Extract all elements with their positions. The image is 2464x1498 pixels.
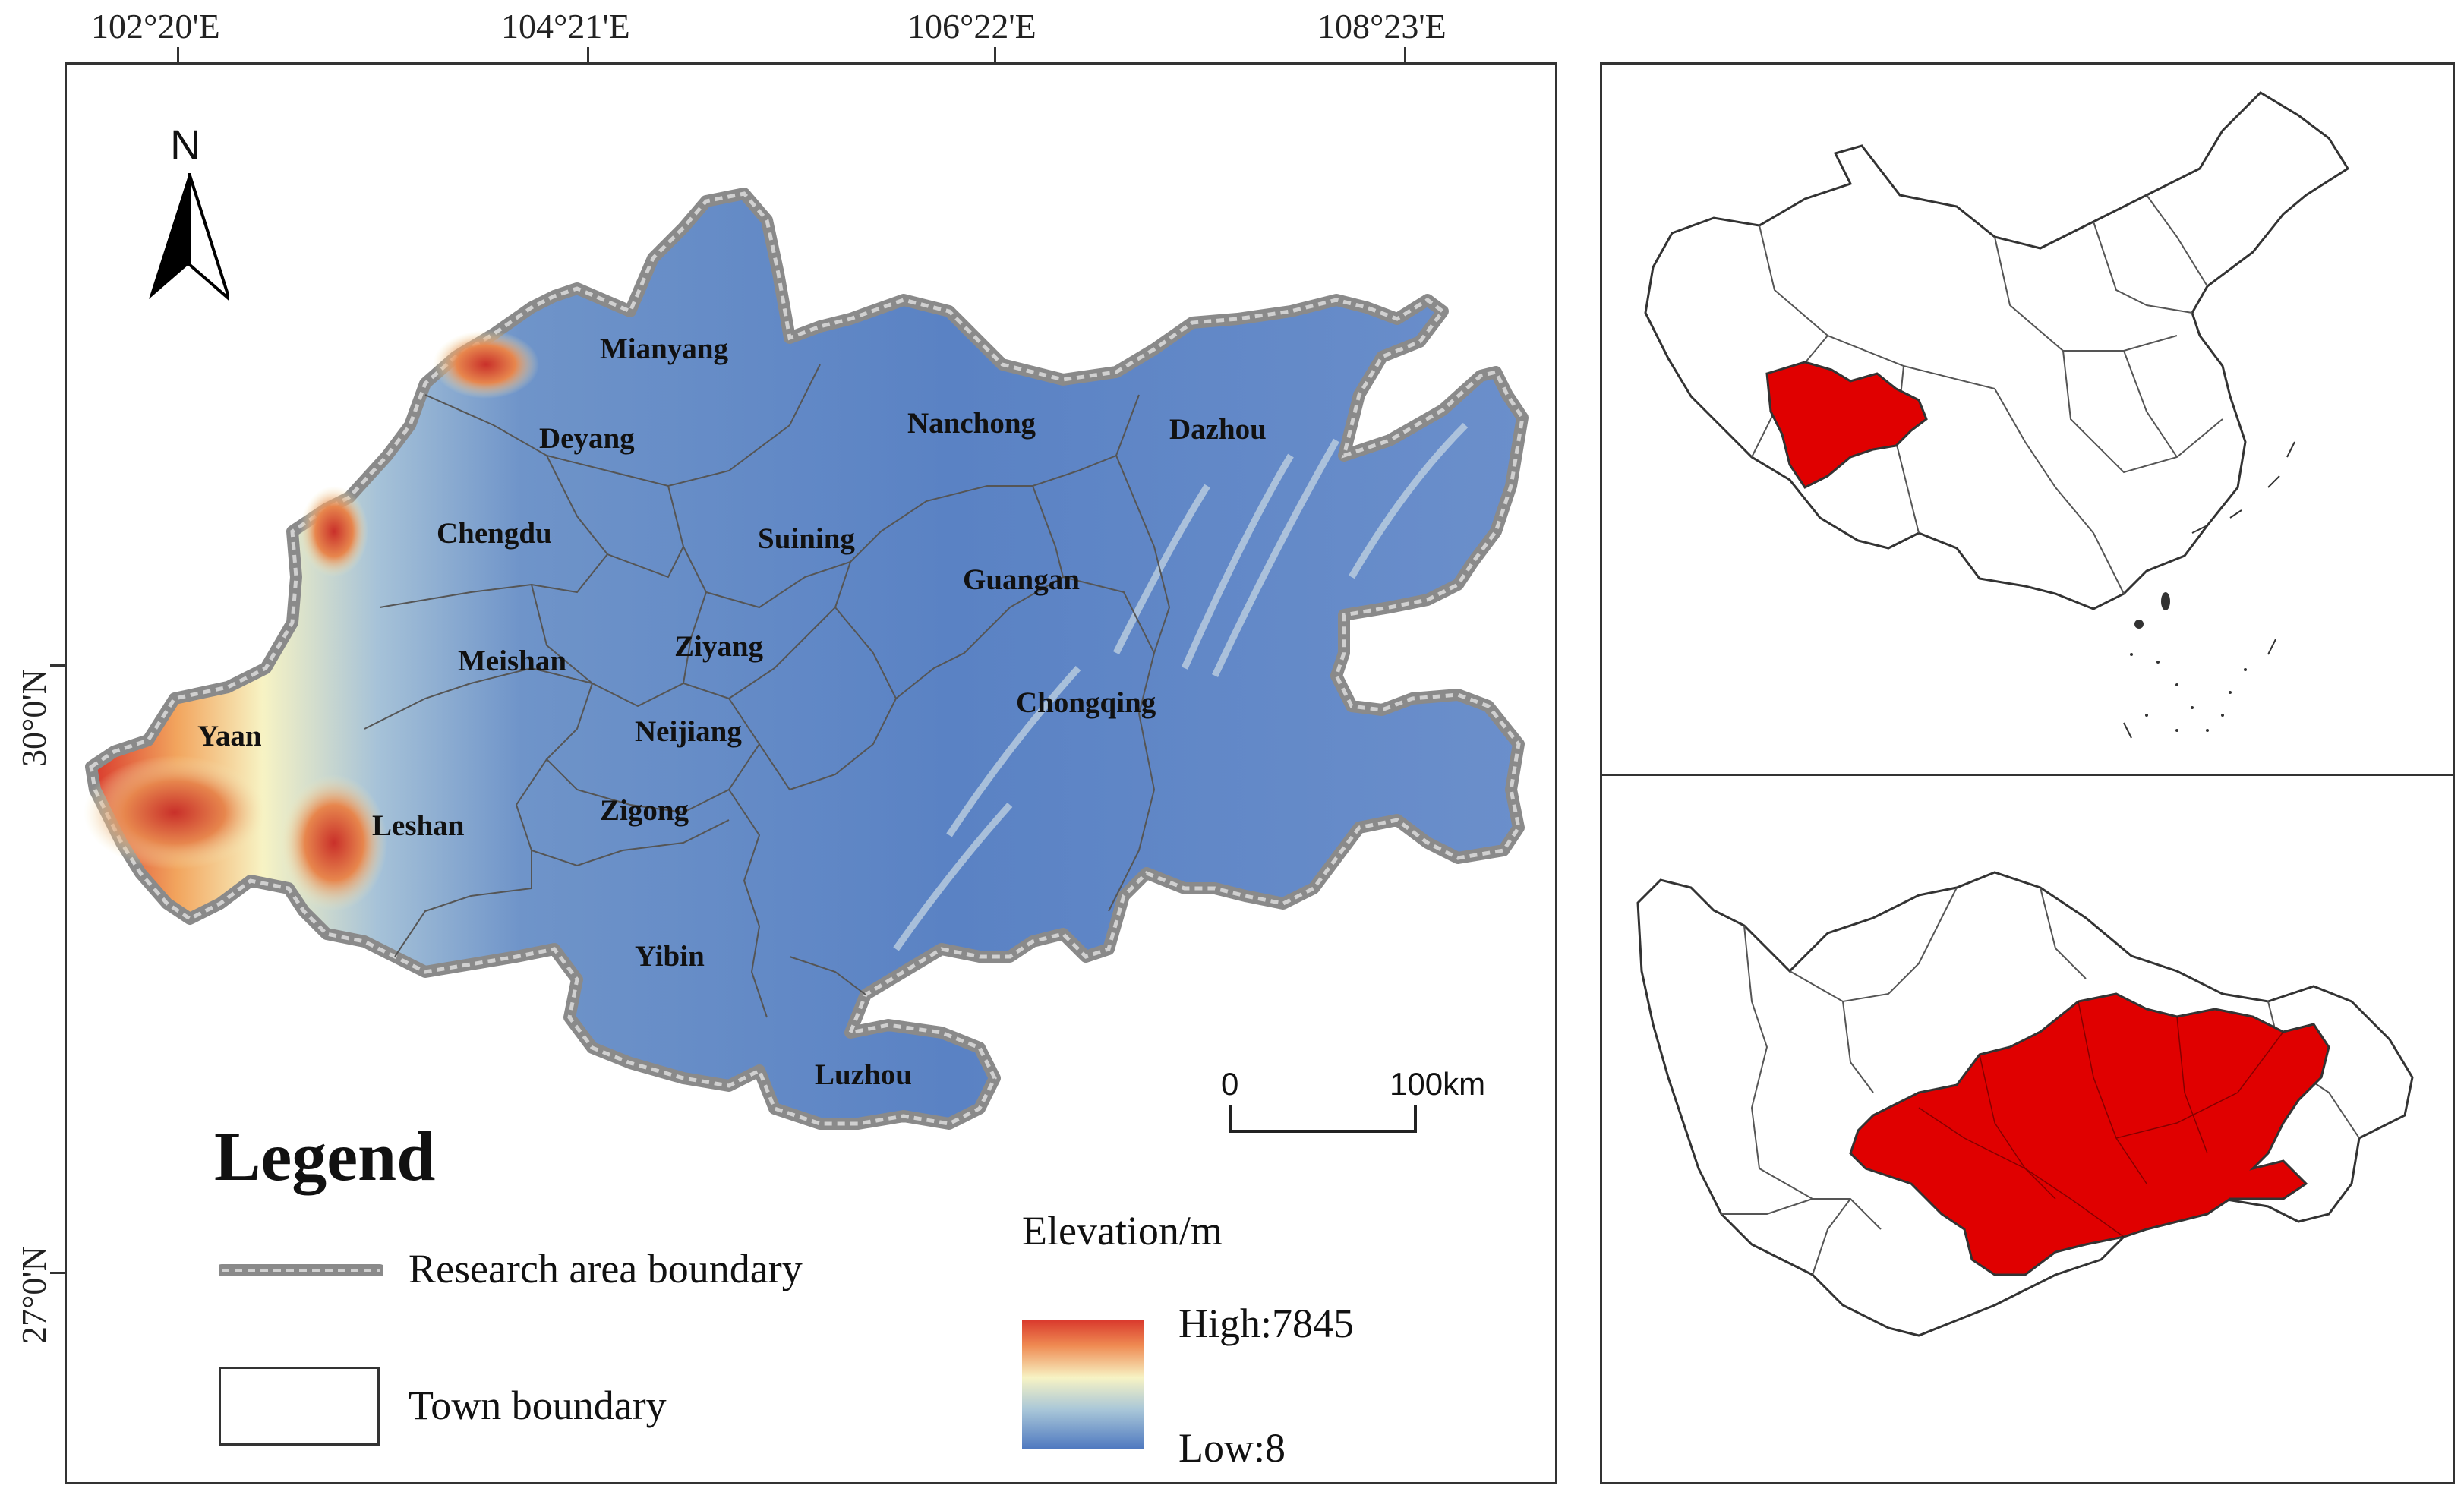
city-label-luzhou: Luzhou (815, 1058, 912, 1091)
city-label-neijiang: Neijiang (635, 715, 742, 748)
longitude-label-2: 104°21'E (501, 7, 630, 46)
town-boundaries (364, 364, 1171, 1018)
longitude-label-4: 108°23'E (1317, 7, 1447, 46)
longitude-tick-2 (587, 47, 589, 64)
town-boundary-swatch (219, 1367, 380, 1446)
high-elevation-west (300, 486, 368, 577)
longitude-tick-1 (177, 47, 179, 64)
high-elevation-north (433, 330, 539, 399)
high-elevation-leshan (281, 774, 387, 911)
legend-town-boundary-label: Town boundary (409, 1383, 667, 1428)
north-label: N (170, 121, 201, 169)
longitude-label-1: 102°20'E (91, 7, 220, 46)
city-label-zigong: Zigong (600, 794, 689, 827)
legend-research-boundary-label: Research area boundary (409, 1246, 803, 1291)
sichuan-locator-map (1636, 871, 2414, 1337)
city-label-yibin: Yibin (635, 940, 705, 973)
city-label-nanchong: Nanchong (907, 407, 1036, 440)
north-arrow-icon (149, 173, 229, 301)
city-label-suining: Suining (758, 522, 855, 555)
city-label-leshan: Leshan (372, 809, 465, 842)
research-area-boundary-swatch (219, 1264, 383, 1276)
research-area-boundary (85, 188, 1529, 1130)
city-label-chengdu: Chengdu (437, 517, 552, 550)
scale-bar (1229, 1105, 1417, 1133)
elevation-low-label: Low:8 (1178, 1425, 1286, 1471)
city-label-guangan: Guangan (963, 563, 1080, 596)
latitude-tick-30 (50, 664, 65, 667)
scale-bar-end-label: 100km (1390, 1066, 1486, 1102)
city-label-chongqing: Chongqing (1016, 686, 1156, 719)
city-label-mianyang: Mianyang (600, 333, 729, 365)
latitude-label-27: 27°0'N (14, 1246, 53, 1344)
elevation-map: Mianyang Deyang Chengdu Nanchong Dazhou … (84, 188, 1529, 1130)
mountain-ridges (893, 422, 1469, 951)
elevation-high-label: High:7845 (1178, 1301, 1355, 1346)
city-label-meishan: Meishan (458, 645, 566, 677)
high-elevation-yaan (84, 755, 266, 869)
city-label-deyang: Deyang (539, 422, 635, 455)
china-outline (1644, 91, 2350, 610)
longitude-tick-3 (994, 47, 996, 64)
research-area-highlight (1849, 992, 2330, 1276)
legend-title: Legend (214, 1118, 436, 1195)
latitude-tick-27 (50, 1272, 65, 1274)
city-label-yaan: Yaan (197, 720, 262, 752)
china-locator-map (1644, 91, 2350, 739)
elevation-legend-title: Elevation/m (1022, 1208, 1223, 1254)
sichuan-chongqing-highlight (1765, 361, 1928, 489)
longitude-label-3: 106°22'E (907, 7, 1036, 46)
elevation-color-ramp (1022, 1320, 1144, 1449)
scale-bar-start-label: 0 (1221, 1066, 1239, 1102)
city-label-ziyang: Ziyang (674, 630, 764, 663)
longitude-tick-4 (1404, 47, 1406, 64)
city-label-dazhou: Dazhou (1169, 413, 1267, 446)
